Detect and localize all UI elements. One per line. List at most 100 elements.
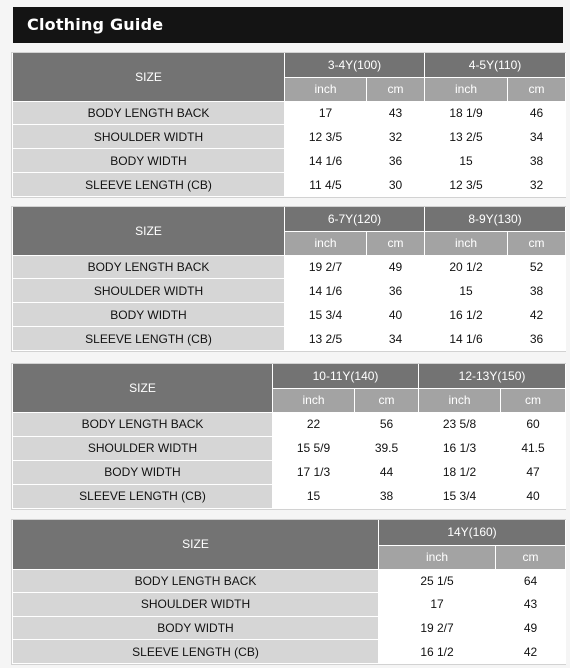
unit-header-inch: inch — [418, 387, 502, 413]
value-cell: 15 5/9 — [272, 435, 355, 461]
value-cell: 12 3/5 — [424, 172, 508, 197]
unit-header-cm: cm — [506, 76, 567, 102]
value-cell: 15 3/4 — [418, 483, 502, 510]
size-table-3: SIZE 10-11Y(140) 12-13Y(150) inch cm inc… — [11, 363, 567, 510]
value-cell: 39.5 — [353, 435, 420, 461]
unit-header-cm: cm — [507, 230, 566, 256]
value-cell: 18 1/2 — [418, 459, 502, 485]
value-cell: 18 1/9 — [424, 100, 508, 126]
size-group-header: 14Y(160) — [378, 520, 566, 546]
value-cell: 15 — [272, 483, 355, 510]
value-cell: 46 — [506, 100, 567, 126]
value-cell: 17 1/3 — [272, 459, 355, 485]
table-row: SHOULDER WIDTH 15 5/9 39.5 16 1/3 41.5 — [12, 435, 567, 461]
table-row: BODY WIDTH 15 3/4 40 16 1/2 42 — [12, 302, 566, 328]
size-group-header: 6-7Y(120) — [284, 207, 425, 232]
table-row: BODY LENGTH BACK 25 1/5 64 — [12, 568, 566, 594]
unit-header-inch: inch — [424, 76, 508, 102]
value-cell: 40 — [366, 302, 425, 328]
size-group-header: 10-11Y(140) — [271, 364, 420, 389]
value-cell: 20 1/2 — [424, 254, 508, 280]
value-cell: 38 — [353, 483, 420, 510]
value-cell: 15 3/4 — [284, 302, 367, 328]
table-row: SLEEVE LENGTH (CB) 16 1/2 42 — [12, 639, 566, 664]
value-cell: 49 — [495, 615, 566, 641]
unit-header-cm: cm — [500, 387, 567, 413]
size-group-header: 8-9Y(130) — [424, 207, 566, 232]
row-label: SHOULDER WIDTH — [12, 435, 273, 461]
row-label: BODY LENGTH BACK — [12, 411, 273, 437]
value-cell: 47 — [500, 459, 567, 485]
value-cell: 12 3/5 — [284, 124, 367, 150]
value-cell: 44 — [353, 459, 420, 485]
size-table-1: SIZE 3-4Y(100) 4-5Y(110) inch cm inch cm… — [11, 52, 567, 198]
value-cell: 52 — [507, 254, 566, 280]
value-cell: 43 — [495, 592, 566, 617]
row-label: SHOULDER WIDTH — [12, 124, 285, 150]
value-cell: 23 5/8 — [418, 411, 502, 437]
value-cell: 19 2/7 — [378, 615, 496, 641]
value-cell: 14 1/6 — [284, 148, 367, 174]
value-cell: 64 — [495, 568, 566, 594]
table-row: SHOULDER WIDTH 14 1/6 36 15 38 — [12, 278, 566, 304]
size-table-2: SIZE 6-7Y(120) 8-9Y(130) inch cm inch cm… — [11, 206, 566, 352]
size-header: SIZE — [12, 520, 379, 570]
row-label: SLEEVE LENGTH (CB) — [12, 483, 273, 510]
value-cell: 34 — [506, 124, 567, 150]
table-row: BODY WIDTH 19 2/7 49 — [12, 615, 566, 641]
value-cell: 38 — [507, 278, 566, 304]
unit-header-cm: cm — [495, 544, 566, 570]
row-label: SLEEVE LENGTH (CB) — [12, 639, 379, 664]
table-row: BODY WIDTH 14 1/6 36 15 38 — [12, 148, 567, 174]
value-cell: 17 — [378, 592, 496, 617]
size-header: SIZE — [12, 207, 285, 256]
value-cell: 56 — [353, 411, 420, 437]
unit-header-cm: cm — [366, 230, 425, 256]
size-header: SIZE — [12, 53, 285, 102]
value-cell: 13 2/5 — [424, 124, 508, 150]
value-cell: 42 — [507, 302, 566, 328]
table-row: BODY LENGTH BACK 17 43 18 1/9 46 — [12, 100, 567, 126]
unit-header-inch: inch — [284, 76, 367, 102]
row-label: BODY WIDTH — [12, 148, 285, 174]
row-label: BODY LENGTH BACK — [12, 254, 285, 280]
unit-header-cm: cm — [353, 387, 420, 413]
value-cell: 17 — [284, 100, 367, 126]
value-cell: 41.5 — [500, 435, 567, 461]
row-label: SLEEVE LENGTH (CB) — [12, 326, 285, 351]
value-cell: 36 — [366, 278, 425, 304]
size-group-header: 4-5Y(110) — [423, 53, 567, 78]
table-row: SHOULDER WIDTH 17 43 — [12, 592, 566, 617]
table-row: SLEEVE LENGTH (CB) 11 4/5 30 12 3/5 32 — [12, 172, 567, 197]
size-header: SIZE — [12, 364, 273, 413]
value-cell: 40 — [500, 483, 567, 510]
row-label: SHOULDER WIDTH — [12, 278, 285, 304]
value-cell: 16 1/2 — [424, 302, 508, 328]
value-cell: 22 — [272, 411, 355, 437]
value-cell: 15 — [424, 148, 508, 174]
value-cell: 36 — [366, 148, 425, 174]
value-cell: 32 — [506, 172, 567, 197]
value-cell: 14 1/6 — [424, 326, 508, 351]
unit-header-inch: inch — [272, 387, 355, 413]
row-label: BODY LENGTH BACK — [12, 568, 379, 594]
size-group-header: 3-4Y(100) — [284, 53, 425, 78]
table-row: BODY WIDTH 17 1/3 44 18 1/2 47 — [12, 459, 567, 485]
page-title: Clothing Guide — [13, 7, 563, 43]
value-cell: 16 1/2 — [378, 639, 496, 664]
unit-header-inch: inch — [284, 230, 367, 256]
size-table-4: SIZE 14Y(160) inch cm BODY LENGTH BACK 2… — [11, 519, 566, 665]
row-label: BODY WIDTH — [12, 615, 379, 641]
value-cell: 15 — [424, 278, 508, 304]
value-cell: 19 2/7 — [284, 254, 367, 280]
value-cell: 34 — [366, 326, 425, 351]
value-cell: 13 2/5 — [284, 326, 367, 351]
value-cell: 16 1/3 — [418, 435, 502, 461]
table-row: SHOULDER WIDTH 12 3/5 32 13 2/5 34 — [12, 124, 567, 150]
row-label: BODY WIDTH — [12, 302, 285, 328]
unit-header-cm: cm — [366, 76, 425, 102]
row-label: SHOULDER WIDTH — [12, 592, 379, 617]
value-cell: 25 1/5 — [378, 568, 496, 594]
value-cell: 60 — [500, 411, 567, 437]
table-row: SLEEVE LENGTH (CB) 13 2/5 34 14 1/6 36 — [12, 326, 566, 351]
